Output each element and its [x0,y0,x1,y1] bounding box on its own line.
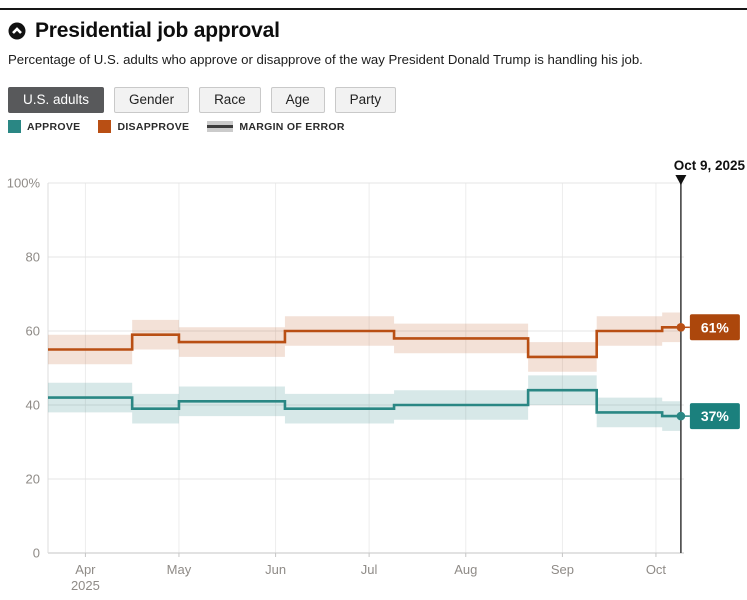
y-tick-label-40: 40 [26,398,40,413]
margin-of-error-swatch-icon [207,121,234,132]
tab-age[interactable]: Age [270,87,325,113]
legend-item-moe: MARGIN OF ERROR [207,121,344,133]
y-tick-label-20: 20 [26,472,40,487]
legend-label-disapprove: DISAPPROVE [117,120,190,133]
disapprove-swatch-icon [98,120,112,133]
legend-item-disapprove: DISAPPROVE [98,120,189,133]
date-marker-triangle-icon [675,175,687,185]
y-tick-label-100: 100% [7,176,41,191]
x-tick-label-Apr: Apr [75,562,96,577]
disapprove-line [48,326,681,359]
chart-area: Apr 2025 May Jun Jul Aug Sep Oct 0 20 40 60 80 100% Oc… [0,145,747,600]
tab-party[interactable]: Party [334,87,397,113]
y-tick-label-0: 0 [33,546,40,561]
x-tick-label-Oct: Oct [646,562,667,577]
x-tick-label-Jul: Jul [361,562,378,577]
x-tick-label-Sep: Sep [551,562,574,577]
disapprove-value-label: 61% [701,319,730,335]
tab-race[interactable]: Race [199,87,261,113]
collapse-icon[interactable] [8,22,26,40]
chart-legend: APPROVE DISAPPROVE MARGIN OF ERROR [8,120,345,133]
x-tick-label-Jun: Jun [265,562,286,577]
page-title: Presidential job approval [35,19,280,42]
legend-label-approve: APPROVE [27,120,81,133]
page-subtitle: Percentage of U.S. adults who approve or… [8,52,643,67]
date-marker-label: Oct 9, 2025 [674,158,746,173]
x-tick-sublabel-2025: 2025 [71,578,100,593]
approve-swatch-icon [8,120,21,133]
x-tick-label-Aug: Aug [454,562,477,577]
y-tick-label-60: 60 [26,324,40,339]
disapprove-value-badge [689,314,740,341]
disapprove-moe-band [48,312,681,372]
top-rule [0,8,747,10]
approve-moe-band [48,375,681,431]
tab-bar: U.S. adults Gender Race Age Party [8,87,397,113]
tab-us-adults[interactable]: U.S. adults [8,87,105,113]
disapprove-end-dot [676,323,686,332]
x-tick-label-May: May [167,562,192,577]
approve-end-dot [676,411,686,421]
approve-line [48,388,681,418]
approve-value-badge [689,403,740,430]
legend-item-approve: APPROVE [8,120,80,133]
approve-value-label: 37% [701,408,730,424]
tab-gender[interactable]: Gender [114,87,190,113]
legend-label-moe: MARGIN OF ERROR [239,120,345,133]
y-tick-label-80: 80 [26,250,40,265]
header: Presidential job approval [8,19,280,43]
